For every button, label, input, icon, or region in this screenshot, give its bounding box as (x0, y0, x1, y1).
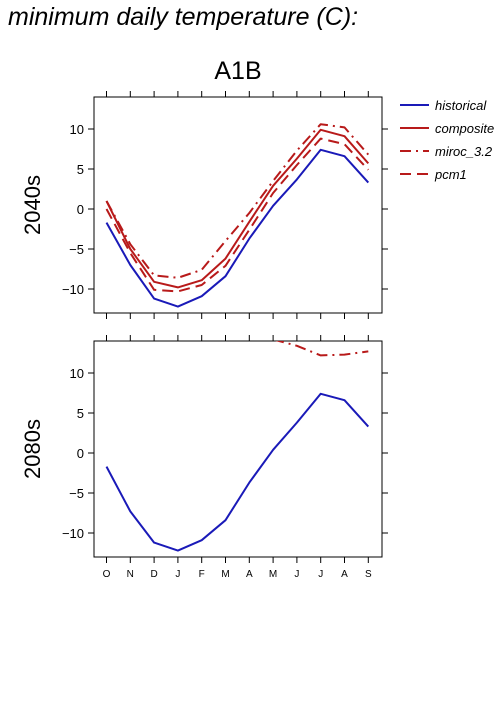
panel-label-2040s: 2040s (20, 175, 45, 235)
x-tick-label: A (341, 569, 348, 580)
plot-frame (93, 340, 383, 558)
x-tick-label: J (175, 569, 180, 580)
series-line-historical (105, 392, 370, 552)
y-tick-label: 5 (77, 162, 84, 177)
x-tick-label: O (103, 569, 111, 580)
y-tick-label: −10 (62, 526, 84, 541)
series-line-historical (105, 148, 370, 308)
x-tick-label: F (199, 569, 205, 580)
legend-item-pcm1: pcm1 (400, 167, 467, 182)
x-tick-label: D (150, 569, 157, 580)
y-tick-label: −10 (62, 282, 84, 297)
series-line-miroc-3-2 (275, 341, 369, 357)
x-tick-label: N (127, 569, 134, 580)
x-tick-label: J (294, 569, 299, 580)
legend-item-composite: composite (400, 121, 494, 136)
legend-label: miroc_3.2 (435, 144, 493, 159)
series-line-composite (105, 128, 370, 289)
legend-item-historical: historical (400, 98, 487, 113)
x-tick-label: M (221, 569, 229, 580)
legend-label: historical (435, 98, 487, 113)
legend-label: composite (435, 121, 494, 136)
y-tick-label: −5 (69, 486, 84, 501)
y-tick-label: 10 (70, 122, 84, 137)
y-tick-label: −5 (69, 242, 84, 257)
series-line-pcm1 (105, 137, 370, 293)
y-tick-label: 0 (77, 446, 84, 461)
panel-2040s: −10 −5 0 5 10 2040s (20, 91, 388, 319)
legend-label: pcm1 (434, 167, 467, 182)
y-tick-label: 10 (70, 366, 84, 381)
x-tick-label: A (246, 569, 253, 580)
x-tick-label: J (318, 569, 323, 580)
y-tick-label: 0 (77, 202, 84, 217)
x-tick-label: M (269, 569, 277, 580)
page-title: minimum daily temperature (C): (8, 3, 359, 31)
legend: historical composite miroc_3.2 pcm1 (400, 98, 494, 182)
chart-title: A1B (214, 57, 261, 85)
panel-label-2080s: 2080s (20, 419, 45, 479)
legend-item-miroc-3-2: miroc_3.2 (400, 144, 493, 159)
x-tick-label: S (365, 569, 372, 580)
series-line-miroc-3-2 (105, 123, 370, 279)
plot-frame (93, 96, 383, 314)
series-group (105, 123, 370, 308)
panel-2080s: −10 −5 0 5 10 2080s (20, 335, 388, 563)
series-group (105, 341, 370, 552)
y-tick-label: 5 (77, 406, 84, 421)
